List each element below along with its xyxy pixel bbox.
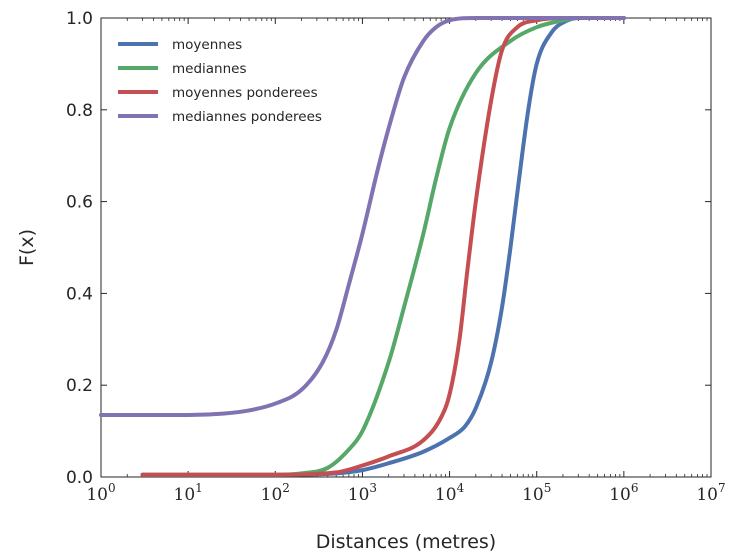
y-tick-label: 1.0: [66, 9, 93, 29]
x-tick-label: 106: [609, 481, 638, 505]
x-tick-label: 105: [522, 481, 551, 505]
plot-area-frame: [100, 17, 712, 478]
y-axis-title: F(x): [16, 229, 38, 266]
x-tick-label: 107: [696, 481, 725, 505]
x-tick-label: 100: [86, 481, 115, 505]
x-tick-label: 103: [348, 481, 377, 505]
series-lines: [99, 15, 626, 477]
legend-label: mediannes: [172, 61, 247, 77]
axis-ticks: [100, 17, 712, 478]
legend-label: moyennes: [172, 37, 242, 53]
series-line: [140, 16, 626, 477]
series-line: [99, 15, 626, 418]
legend-label: mediannes ponderees: [172, 109, 322, 125]
legend: moyennes mediannes moyennes ponderees media…: [118, 37, 322, 125]
x-tick-label: 102: [261, 481, 290, 505]
x-tick-label: 104: [435, 481, 465, 505]
y-tick-label: 0.4: [66, 284, 93, 304]
x-tick-label: 101: [174, 481, 203, 505]
axis-tick-labels: 100 101 102 103 104 105 106 107 0.0 0.2 0.4 0.6 0.8 1…: [66, 9, 726, 505]
y-tick-label: 0.2: [66, 376, 93, 396]
y-tick-label: 0.6: [66, 193, 93, 213]
x-axis-title: Distances (metres): [316, 531, 496, 553]
legend-label: moyennes ponderees: [172, 85, 318, 101]
y-tick-label: 0.8: [66, 101, 93, 121]
series-line: [140, 16, 626, 477]
y-tick-label: 0.0: [66, 468, 93, 488]
